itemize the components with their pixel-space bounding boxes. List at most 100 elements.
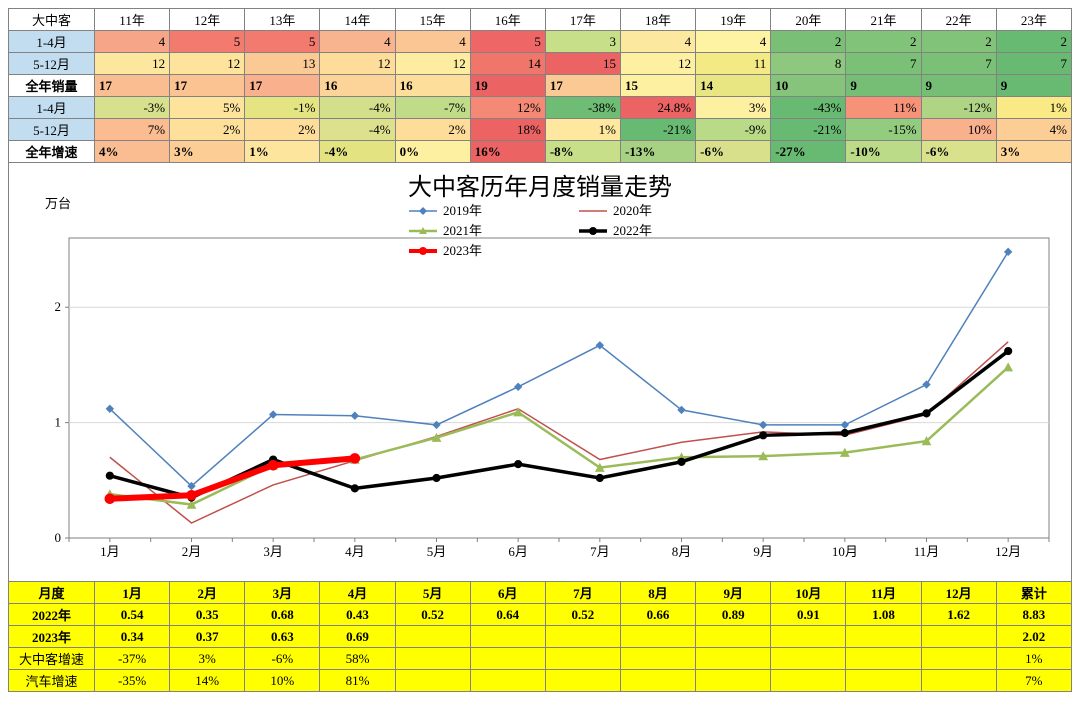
data-cell: 17 — [545, 75, 620, 97]
legend-label: 2023年 — [443, 243, 482, 258]
data-cell: 8.83 — [996, 604, 1071, 626]
data-cell: 0.69 — [320, 626, 395, 648]
x-tick-label: 9月 — [753, 544, 773, 559]
data-cell — [921, 626, 996, 648]
data-cell: 2.02 — [996, 626, 1071, 648]
data-cell: 10% — [921, 119, 996, 141]
top-heatmap-table: 大中客11年12年13年14年15年16年17年18年19年20年21年22年2… — [8, 8, 1072, 163]
data-cell — [395, 670, 470, 692]
data-cell: 2% — [395, 119, 470, 141]
data-cell: -10% — [846, 141, 921, 163]
data-cell: 3% — [170, 141, 245, 163]
data-cell: 16% — [470, 141, 545, 163]
x-tick-label: 1月 — [100, 544, 120, 559]
data-cell — [395, 626, 470, 648]
x-tick-label: 6月 — [508, 544, 528, 559]
data-cell: 3 — [545, 31, 620, 53]
legend-label: 2020年 — [613, 203, 652, 218]
bottom-monthly-table: 月度1月2月3月4月5月6月7月8月9月10月11月12月累计 2022年0.5… — [8, 581, 1072, 692]
data-cell: 5% — [170, 97, 245, 119]
month-header: 10月 — [771, 582, 846, 604]
series-line — [110, 458, 355, 498]
data-cell: 7 — [921, 53, 996, 75]
data-cell: 1% — [545, 119, 620, 141]
x-tick-label: 10月 — [832, 544, 858, 559]
data-cell: -12% — [921, 97, 996, 119]
data-cell: -43% — [771, 97, 846, 119]
data-cell: 0.64 — [470, 604, 545, 626]
data-cell — [696, 670, 771, 692]
row-label: 1-4月 — [9, 31, 95, 53]
data-cell: 1.62 — [921, 604, 996, 626]
data-cell — [846, 670, 921, 692]
data-cell: 7% — [95, 119, 170, 141]
data-cell: 58% — [320, 648, 395, 670]
data-cell: 12 — [320, 53, 395, 75]
data-cell: -6% — [696, 141, 771, 163]
data-cell: 4 — [696, 31, 771, 53]
row-label: 2023年 — [9, 626, 95, 648]
row-label: 全年销量 — [9, 75, 95, 97]
data-cell — [545, 670, 620, 692]
data-cell — [470, 626, 545, 648]
data-cell: -35% — [95, 670, 170, 692]
x-tick-label: 3月 — [263, 544, 283, 559]
data-cell: 1% — [996, 97, 1071, 119]
data-cell — [545, 648, 620, 670]
top-table-corner: 大中客 — [9, 9, 95, 31]
data-cell: 16 — [320, 75, 395, 97]
chart-title: 大中客历年月度销量走势 — [408, 174, 672, 201]
data-cell: 0.54 — [95, 604, 170, 626]
legend-label: 2021年 — [443, 223, 482, 238]
data-cell: 14 — [470, 53, 545, 75]
row-label: 汽车增速 — [9, 670, 95, 692]
data-cell: 5 — [170, 31, 245, 53]
data-cell: 0.34 — [95, 626, 170, 648]
data-cell: 3% — [996, 141, 1071, 163]
row-label: 5-12月 — [9, 119, 95, 141]
data-cell — [846, 626, 921, 648]
data-cell: 9 — [846, 75, 921, 97]
data-cell: 4 — [95, 31, 170, 53]
data-cell: -4% — [320, 119, 395, 141]
bottom-table-corner: 月度 — [9, 582, 95, 604]
month-header: 3月 — [245, 582, 320, 604]
row-label: 5-12月 — [9, 53, 95, 75]
data-cell: 5 — [245, 31, 320, 53]
data-cell — [696, 626, 771, 648]
data-cell: -8% — [545, 141, 620, 163]
row-label: 大中客增速 — [9, 648, 95, 670]
data-cell: 0.52 — [395, 604, 470, 626]
data-cell — [846, 648, 921, 670]
data-cell: 19 — [470, 75, 545, 97]
data-cell — [620, 648, 695, 670]
y-tick-label: 2 — [55, 299, 62, 314]
data-cell: 2% — [245, 119, 320, 141]
data-cell: -4% — [320, 141, 395, 163]
month-header: 4月 — [320, 582, 395, 604]
legend-label: 2019年 — [443, 203, 482, 218]
data-cell: 11% — [846, 97, 921, 119]
x-tick-label: 11月 — [914, 544, 940, 559]
month-header: 9月 — [696, 582, 771, 604]
data-cell: 0.68 — [245, 604, 320, 626]
data-cell: 1% — [245, 141, 320, 163]
data-cell: 13 — [245, 53, 320, 75]
data-cell: 24.8% — [620, 97, 695, 119]
series-line — [110, 342, 1008, 523]
year-header: 17年 — [545, 9, 620, 31]
data-cell: 17 — [245, 75, 320, 97]
data-cell: 4 — [620, 31, 695, 53]
data-cell — [545, 626, 620, 648]
data-cell — [921, 648, 996, 670]
month-header: 6月 — [470, 582, 545, 604]
data-cell: 0.35 — [170, 604, 245, 626]
year-header: 19年 — [696, 9, 771, 31]
data-cell: 9 — [996, 75, 1071, 97]
x-tick-label: 4月 — [345, 544, 365, 559]
year-header: 13年 — [245, 9, 320, 31]
data-cell — [395, 648, 470, 670]
data-cell: 81% — [320, 670, 395, 692]
data-cell: 0.37 — [170, 626, 245, 648]
row-label: 全年增速 — [9, 141, 95, 163]
